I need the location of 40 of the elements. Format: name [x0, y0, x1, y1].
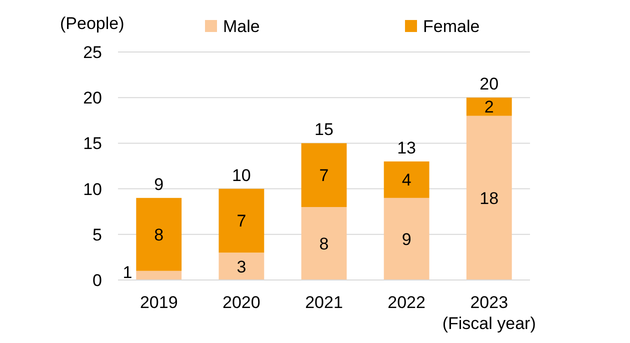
- data-label: 1: [122, 263, 132, 282]
- x-tick-label: 2020: [222, 293, 260, 312]
- data-label: 7: [319, 166, 329, 186]
- bar: [384, 161, 430, 198]
- bar: [136, 198, 182, 271]
- bar: [466, 98, 512, 116]
- y-tick-label: 20: [83, 88, 102, 108]
- y-tick-label: 0: [92, 271, 102, 290]
- total-label: 15: [314, 120, 334, 140]
- legend-label: Male: [223, 17, 260, 36]
- data-label: 7: [236, 212, 246, 231]
- x-axis-title: (Fiscal year): [442, 314, 536, 333]
- bar: [218, 188, 264, 253]
- x-tick-label: 2023: [470, 293, 508, 312]
- bar: [301, 207, 347, 280]
- y-tick-label: 25: [83, 43, 102, 62]
- y-axis-title: (People): [60, 14, 124, 33]
- bar: [384, 198, 430, 280]
- y-tick-label: 5: [92, 225, 102, 244]
- x-tick-label: 2021: [305, 293, 343, 312]
- total-label: 10: [232, 166, 251, 185]
- bar: [301, 143, 347, 208]
- data-label: 9: [402, 230, 412, 249]
- total-label: 9: [154, 174, 164, 194]
- legend-label: Female: [423, 17, 480, 36]
- data-label: 3: [236, 257, 246, 276]
- x-tick-label: 2022: [388, 293, 426, 312]
- total-label: 20: [480, 74, 499, 94]
- bar: [136, 270, 182, 280]
- data-label: 8: [319, 234, 329, 254]
- bar: [466, 116, 512, 280]
- data-label: 8: [154, 225, 164, 244]
- y-tick-label: 15: [83, 134, 102, 154]
- data-label: 18: [480, 188, 499, 208]
- y-tick-label: 10: [83, 180, 102, 199]
- x-tick-label: 2019: [140, 293, 178, 312]
- data-label: 2: [484, 98, 494, 117]
- data-label: 4: [402, 170, 412, 190]
- total-label: 13: [397, 138, 416, 158]
- bar: [218, 252, 264, 280]
